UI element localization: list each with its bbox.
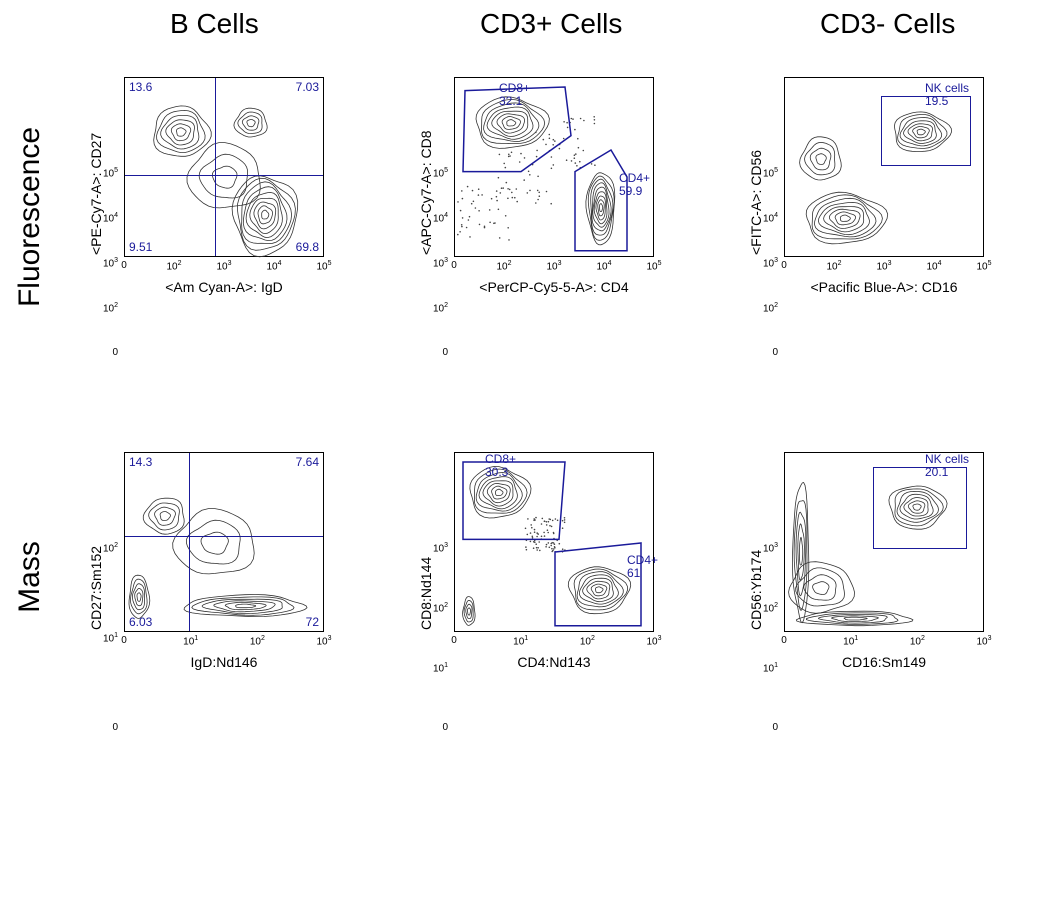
quadrant-value-Q3: 6.03 bbox=[129, 615, 152, 629]
xlabel: CD4:Nd143 bbox=[454, 654, 654, 670]
xtick: 102 bbox=[250, 635, 265, 647]
row-label-mass: Mass bbox=[13, 457, 47, 697]
ylabel: CD8:Nd144 bbox=[418, 557, 434, 630]
gate-label: CD4+59.9 bbox=[619, 172, 650, 198]
xtick: 103 bbox=[876, 260, 891, 272]
xtick: 0 bbox=[121, 260, 127, 271]
quadrant-hline bbox=[125, 536, 323, 537]
panel-fluor_cd3p: <APC-Cy7-A>: CD8 <PerCP-Cy5-5-A>: CD4 CD8+… bbox=[400, 55, 670, 315]
figure-root: Fluorescence Mass B Cells CD3+ Cells CD3… bbox=[0, 0, 1050, 734]
quadrant-vline bbox=[215, 78, 216, 256]
contour-svg bbox=[455, 453, 655, 633]
xlabel: <Am Cyan-A>: IgD bbox=[124, 279, 324, 295]
contour-svg bbox=[125, 78, 325, 258]
quadrant-value-Q1: 13.6 bbox=[129, 80, 152, 94]
contour-svg bbox=[125, 453, 325, 633]
gate-label: NK cells19.5 bbox=[925, 82, 969, 108]
xtick: 104 bbox=[926, 260, 941, 272]
ytick: 103 bbox=[433, 542, 448, 722]
ytick: 105 bbox=[763, 167, 778, 347]
xtick: 0 bbox=[451, 635, 457, 646]
xtick: 0 bbox=[781, 635, 787, 646]
panel-mass_b: CD27:Sm152 IgD:Nd146 14.3 7.64 6.03 72 0 101 102… bbox=[70, 430, 340, 690]
xtick: 103 bbox=[976, 635, 991, 647]
ytick: 103 bbox=[763, 542, 778, 722]
ytick: 105 bbox=[433, 167, 448, 347]
xtick: 105 bbox=[976, 260, 991, 272]
quadrant-value-Q2: 7.64 bbox=[296, 455, 319, 469]
panel-mass_cd3n: CD56:Yb174 CD16:Sm149 NK cells20.1 0 101 102 1… bbox=[730, 430, 1000, 690]
xtick: 0 bbox=[121, 635, 127, 646]
xtick: 105 bbox=[316, 260, 331, 272]
gate-label: CD4+61 bbox=[627, 554, 658, 580]
xtick: 101 bbox=[843, 635, 858, 647]
quadrant-value-Q1: 14.3 bbox=[129, 455, 152, 469]
xtick: 102 bbox=[166, 260, 181, 272]
xtick: 101 bbox=[513, 635, 528, 647]
xtick: 103 bbox=[316, 635, 331, 647]
ylabel: CD56:Yb174 bbox=[748, 550, 764, 630]
ytick: 105 bbox=[103, 167, 118, 347]
xtick: 103 bbox=[216, 260, 231, 272]
xtick: 103 bbox=[546, 260, 561, 272]
gate-rect bbox=[873, 467, 967, 548]
xtick: 104 bbox=[266, 260, 281, 272]
gate-label: CD8+32.1 bbox=[499, 82, 530, 108]
col-header-bcells: B Cells bbox=[170, 8, 259, 40]
row-label-fluorescence: Fluorescence bbox=[13, 97, 47, 337]
gate-polygon bbox=[575, 150, 627, 251]
col-header-cd3neg: CD3- Cells bbox=[820, 8, 955, 40]
xtick: 102 bbox=[496, 260, 511, 272]
xlabel: IgD:Nd146 bbox=[124, 654, 324, 670]
plot-area: 13.6 7.03 9.51 69.8 bbox=[124, 77, 324, 257]
xtick: 103 bbox=[646, 635, 661, 647]
plot-area: NK cells20.1 bbox=[784, 452, 984, 632]
ytick: 102 bbox=[103, 542, 118, 722]
xtick: 101 bbox=[183, 635, 198, 647]
gate-label: NK cells20.1 bbox=[925, 453, 969, 479]
plot-area: CD8+32.1 CD4+59.9 bbox=[454, 77, 654, 257]
xlabel: <PerCP-Cy5-5-A>: CD4 bbox=[454, 279, 654, 295]
quadrant-value-Q2: 7.03 bbox=[296, 80, 319, 94]
contour-svg bbox=[455, 78, 655, 258]
col-header-cd3plus: CD3+ Cells bbox=[480, 8, 622, 40]
ylabel: <PE-Cy7-A>: CD27 bbox=[88, 133, 104, 255]
panel-mass_cd3p: CD8:Nd144CD4:Nd143CD8+30.3CD4+6101011021… bbox=[400, 430, 670, 690]
plot-area: NK cells19.5 bbox=[784, 77, 984, 257]
quadrant-value-Q4: 72 bbox=[306, 615, 319, 629]
panel-fluor_cd3n: <FITC-A>: CD56 <Pacific Blue-A>: CD16 NK c… bbox=[730, 55, 1000, 315]
quadrant-value-Q3: 9.51 bbox=[129, 240, 152, 254]
xtick: 102 bbox=[910, 635, 925, 647]
ylabel: <FITC-A>: CD56 bbox=[748, 150, 764, 255]
panel-fluor_b: <PE-Cy7-A>: CD27 <Am Cyan-A>: IgD 13.6 7.03… bbox=[70, 55, 340, 315]
xtick: 0 bbox=[451, 260, 457, 271]
xtick: 102 bbox=[826, 260, 841, 272]
ylabel: CD27:Sm152 bbox=[88, 546, 104, 630]
ylabel: <APC-Cy7-A>: CD8 bbox=[418, 131, 434, 255]
xtick: 0 bbox=[781, 260, 787, 271]
xtick: 104 bbox=[596, 260, 611, 272]
quadrant-hline bbox=[125, 175, 323, 176]
plot-area: CD8+30.3CD4+61 bbox=[454, 452, 654, 632]
quadrant-vline bbox=[189, 453, 190, 631]
xlabel: CD16:Sm149 bbox=[784, 654, 984, 670]
xtick: 102 bbox=[580, 635, 595, 647]
quadrant-value-Q4: 69.8 bbox=[296, 240, 319, 254]
gate-label: CD8+30.3 bbox=[485, 453, 516, 479]
plot-area: 14.3 7.64 6.03 72 bbox=[124, 452, 324, 632]
xtick: 105 bbox=[646, 260, 661, 272]
xlabel: <Pacific Blue-A>: CD16 bbox=[784, 279, 984, 295]
